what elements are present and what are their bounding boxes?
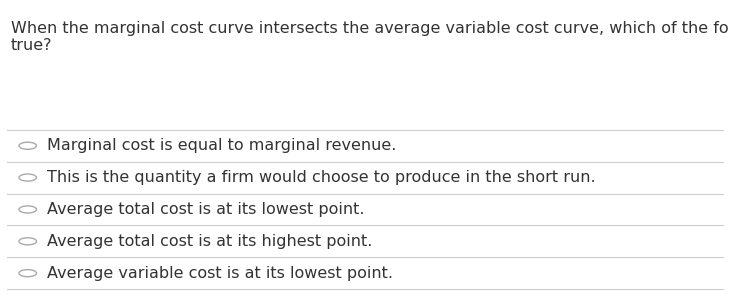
Text: Average total cost is at its lowest point.: Average total cost is at its lowest poin…	[47, 202, 364, 217]
Text: Average variable cost is at its lowest point.: Average variable cost is at its lowest p…	[47, 266, 393, 281]
Text: Marginal cost is equal to marginal revenue.: Marginal cost is equal to marginal reven…	[47, 138, 396, 153]
Text: Average total cost is at its highest point.: Average total cost is at its highest poi…	[47, 234, 372, 249]
Text: When the marginal cost curve intersects the average variable cost curve, which o: When the marginal cost curve intersects …	[11, 21, 730, 53]
Text: This is the quantity a firm would choose to produce in the short run.: This is the quantity a firm would choose…	[47, 170, 596, 185]
